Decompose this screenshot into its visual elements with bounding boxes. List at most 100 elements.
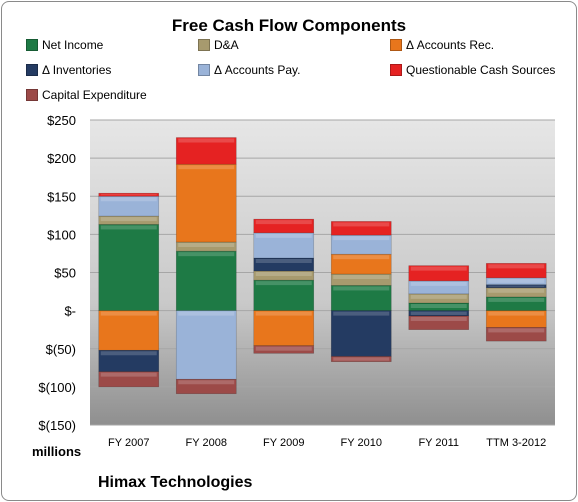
legend-item: Δ Accounts Rec. xyxy=(390,38,494,52)
bar-highlight xyxy=(410,294,467,299)
legend-swatch xyxy=(26,39,38,51)
legend-item: Net Income xyxy=(26,38,103,52)
legend-label: Questionable Cash Sources xyxy=(406,63,556,77)
y-tick-label: $150 xyxy=(47,189,76,204)
bar-segment xyxy=(408,265,470,282)
x-tick-label: FY 2008 xyxy=(186,437,227,449)
bar-highlight xyxy=(100,197,157,202)
bar-segment xyxy=(253,218,315,234)
bar-highlight xyxy=(488,288,545,293)
legend-swatch xyxy=(198,39,210,51)
legend-item: D&A xyxy=(198,38,239,52)
bar-highlight xyxy=(100,217,157,222)
bar-highlight xyxy=(100,225,157,230)
bar-highlight xyxy=(333,286,390,291)
bar-segment xyxy=(330,356,392,363)
bar-highlight xyxy=(255,220,312,225)
bar-highlight xyxy=(410,266,467,271)
bar-segment xyxy=(175,310,237,380)
bar-segment xyxy=(330,310,392,357)
bar-segment xyxy=(330,285,392,311)
bar-highlight xyxy=(410,281,467,286)
x-tick-label: FY 2010 xyxy=(341,437,382,449)
bar-highlight xyxy=(178,311,235,316)
bar-highlight xyxy=(100,194,157,196)
x-tick-label: TTM 3-2012 xyxy=(486,437,546,449)
legend-label: Net Income xyxy=(42,38,104,52)
legend-swatch xyxy=(198,64,210,76)
bar-segment xyxy=(175,163,237,243)
bar-highlight xyxy=(255,271,312,276)
bar-highlight xyxy=(333,255,390,260)
legend-label: Δ Accounts Rec. xyxy=(406,38,495,52)
legend-swatch xyxy=(390,39,402,51)
legend-item: Δ Accounts Pay. xyxy=(198,63,301,77)
company-name: Himax Technologies xyxy=(98,474,253,491)
bar-segment xyxy=(253,279,315,311)
legend-label: Δ Accounts Pay. xyxy=(214,63,301,77)
y-tick-label: $- xyxy=(64,304,76,319)
bar-highlight xyxy=(255,259,312,264)
bar-highlight xyxy=(488,278,545,283)
chart-legend: Net Income D&A Δ Accounts Rec. Δ Inventorie… xyxy=(2,2,576,112)
y-tick-label: $(150) xyxy=(38,418,76,433)
bar-highlight xyxy=(410,311,467,315)
bar-highlight xyxy=(410,304,467,308)
legend-swatch xyxy=(26,89,38,101)
bar-highlight xyxy=(255,311,312,316)
bar-segment xyxy=(175,378,237,395)
bar-segment xyxy=(98,371,160,388)
bar-segment xyxy=(98,310,160,351)
bar-highlight xyxy=(178,138,235,143)
bar-segment xyxy=(330,221,392,236)
x-tick-label: FY 2011 xyxy=(418,437,459,449)
bar-highlight xyxy=(178,243,235,247)
bar-highlight xyxy=(178,252,235,257)
legend-label: Δ Inventories xyxy=(42,63,112,77)
y-tick-label: $50 xyxy=(54,266,76,281)
bar-highlight xyxy=(488,264,545,269)
y-tick-label: $(50) xyxy=(46,342,76,357)
units-label: millions xyxy=(32,444,82,459)
bar-highlight xyxy=(255,346,312,351)
bar-highlight xyxy=(488,297,545,302)
legend-item: Δ Inventories xyxy=(26,63,111,77)
bar-segment xyxy=(253,232,315,259)
bar-segment xyxy=(98,192,160,197)
bar-highlight xyxy=(488,285,545,287)
bar-highlight xyxy=(255,281,312,286)
bar-highlight xyxy=(333,275,390,280)
bar-highlight xyxy=(333,311,390,316)
bar-segment xyxy=(485,327,547,342)
bar-segment xyxy=(485,284,547,289)
bar-highlight xyxy=(100,311,157,316)
bar-highlight xyxy=(488,328,545,333)
bar-highlight xyxy=(178,380,235,385)
bar-segment xyxy=(98,224,160,311)
bar-highlight xyxy=(100,372,157,377)
bar-highlight xyxy=(333,357,390,361)
legend-item: Capital Expenditure xyxy=(26,88,147,102)
legend-swatch xyxy=(26,64,38,76)
bar-highlight xyxy=(410,316,467,321)
y-tick-label: $200 xyxy=(47,151,76,166)
bar-segment xyxy=(175,250,237,311)
bar-segment xyxy=(408,315,470,330)
legend-item: Questionable Cash Sources xyxy=(390,63,555,77)
bar-segment xyxy=(485,263,547,279)
legend-label: D&A xyxy=(214,38,239,52)
x-tick-label: FY 2009 xyxy=(263,437,304,449)
y-tick-label: $(100) xyxy=(38,380,76,395)
bar-highlight xyxy=(488,311,545,316)
bar-segment xyxy=(253,345,315,354)
bar-highlight xyxy=(178,165,235,170)
chart-title: Free Cash Flow Components xyxy=(171,16,407,35)
bar-segment xyxy=(175,137,237,165)
legend-label: Capital Expenditure xyxy=(42,88,147,102)
bar-highlight xyxy=(333,222,390,227)
y-tick-label: $100 xyxy=(47,227,76,242)
legend-swatch xyxy=(390,64,402,76)
bar-highlight xyxy=(100,351,157,356)
bar-highlight xyxy=(255,233,312,238)
